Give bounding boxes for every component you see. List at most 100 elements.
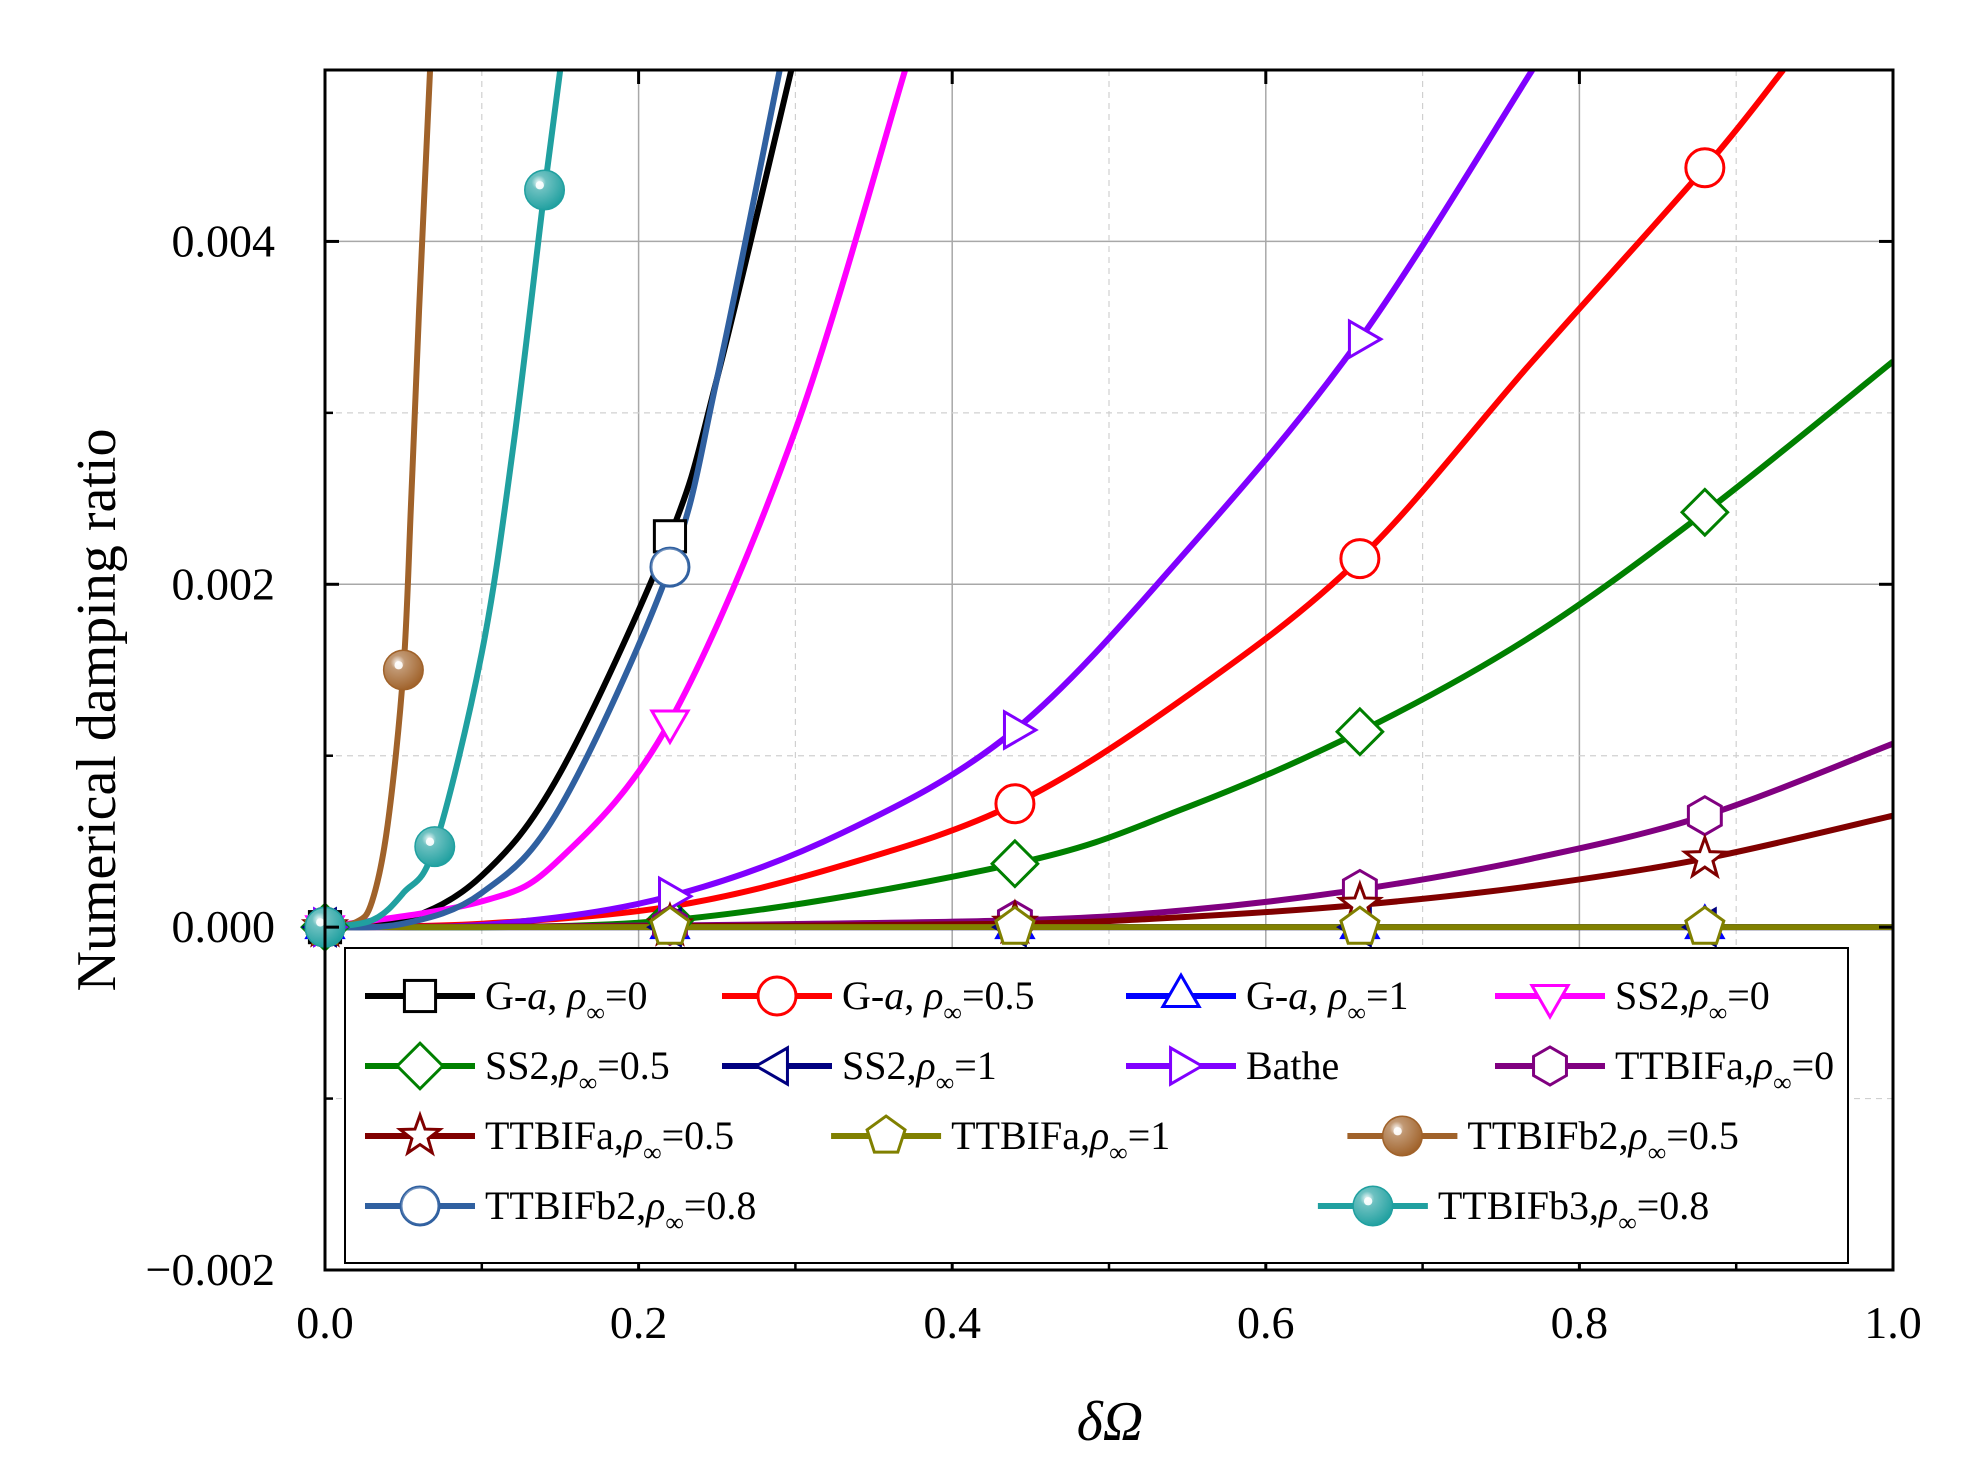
legend-label-part: ∞ [643,1138,662,1167]
legend-label: TTBIFa,ρ∞=0.5 [485,1113,734,1167]
legend-item-10: TTBIFb2,ρ∞=0.5 [1347,1113,1739,1167]
legend-label-part: TTBIFb2, [1467,1113,1628,1158]
legend-marker-shine [1353,1187,1392,1225]
legend-label-part: TTBIFb2, [485,1183,646,1228]
legend-label-part: =0.5 [597,1043,670,1088]
legend-item-1: G-a, ρ∞=0.5 [722,973,1035,1027]
legend-label-part: ρ [565,973,586,1018]
legend-item-3: SS2,ρ∞=0 [1495,973,1770,1027]
series-markers-11 [304,546,691,948]
y-tick-label: 0.002 [172,558,276,609]
x-tick-label: 0.2 [610,1297,668,1348]
legend-marker-highlight [411,1197,420,1206]
series-line-11 [325,70,783,931]
y-tick-label: −0.002 [146,1244,275,1295]
legend-label-part: a [527,973,547,1018]
legend-label-part: ρ [1688,973,1709,1018]
legend-label: SS2,ρ∞=1 [842,1043,997,1097]
legend-label-part: ρ [922,973,943,1018]
legend-label-part: =0.5 [962,973,1035,1018]
legend-label-part: ∞ [1347,998,1366,1027]
legend-item-6: Bathe [1126,1043,1339,1088]
legend-item-8: TTBIFa,ρ∞=0.5 [365,1110,734,1167]
legend-label: SS2,ρ∞=0.5 [485,1043,670,1097]
data-point-1-2 [1339,538,1381,580]
legend-marker [1529,984,1571,1020]
data-point-4-4 [1679,487,1730,538]
legend-label-part: ∞ [665,1208,684,1237]
x-tick-label: 0.8 [1551,1297,1609,1348]
data-point-9-1 [649,905,691,945]
x-tick-label: 1.0 [1864,1297,1922,1348]
legend-marker [1352,1185,1394,1227]
legend-label-part: ∞ [1109,1138,1128,1167]
legend-label-part: Bathe [1246,1043,1339,1088]
legend-label-part: TTBIFa, [951,1113,1090,1158]
x-tick-label: 0.4 [923,1297,981,1348]
y-axis-title: Numerical damping ratio [66,429,128,992]
legend-item-0: G-a, ρ∞=0 [365,973,648,1027]
legend-box [344,947,1849,1264]
series-markers-10 [304,649,424,948]
legend-marker [1169,1045,1205,1087]
legend-marker [399,1185,441,1227]
legend-label-part: =1 [1366,973,1409,1018]
legend-label-part: , [547,973,567,1018]
series-markers [300,147,1730,953]
data-point-12-2-highlight [535,181,544,190]
series-line-10 [325,70,434,931]
legend-label: G-a, ρ∞=0.5 [842,973,1035,1027]
data-point-4-2 [989,838,1040,889]
legend-label-part: =0.5 [1666,1113,1739,1158]
legend-label-part: G- [485,973,527,1018]
data-point-6-3 [1347,318,1384,360]
legend-marker [1160,972,1202,1008]
legend-marker [395,1110,445,1157]
legend-label: TTBIFb2,ρ∞=0.8 [485,1183,756,1237]
data-point-10-1-shine [384,651,423,689]
legend-marker-shine [1383,1117,1422,1155]
legend-item-2: G-a, ρ∞=1 [1126,972,1409,1027]
legend-marker-shine [401,1187,439,1225]
legend-label-part: ρ [644,1183,665,1228]
legend-label-part: ρ [558,1043,579,1088]
legend-label: G-a, ρ∞=0 [485,973,648,1027]
legend-label-part: =0.8 [1637,1183,1710,1228]
legend: G-a, ρ∞=0 G-a, ρ∞=0.5 G-a, ρ∞=1 SS2,ρ∞=0SS2… [344,947,1849,1264]
x-tick-label: 0.0 [296,1297,354,1348]
data-point-11-1-shine [650,548,689,587]
data-point-9-3 [1339,905,1381,945]
legend-label-part: TTBIFb3, [1438,1183,1599,1228]
legend-label-part: G- [842,973,884,1018]
axes: 0.0 0.2 0.4 0.6 0.8 1.0 −0.002 0.000 0.002 0.004 [146,68,1922,1348]
legend-item-9: TTBIFa,ρ∞=1 [831,1113,1170,1167]
data-point-7-4 [1686,794,1723,837]
legend-label-part: =0.8 [684,1183,757,1228]
data-point-11-1-highlight [661,558,670,567]
data-point-12-2-shine [525,171,564,209]
legend-label-part: ρ [1752,1043,1773,1088]
legend-marker-highlight [1393,1127,1402,1136]
legend-label: TTBIFa,ρ∞=0 [1615,1043,1834,1097]
data-point-12-1 [414,826,456,868]
legend-label-part: =0 [1792,1043,1835,1088]
data-point-10-1-highlight [394,661,403,670]
legend-label-part: ρ [1597,1183,1618,1228]
legend-label: TTBIFb2,ρ∞=0.5 [1467,1113,1738,1167]
legend-label-part: ρ [1627,1113,1648,1158]
y-tick-label: 0.004 [172,215,276,266]
data-point-1-1 [994,783,1036,825]
legend-label-part: ∞ [1648,1138,1667,1167]
series-markers-6 [313,318,1384,948]
legend-label-part: a [884,973,904,1018]
data-point-12-1-shine [415,827,454,866]
data-point-11-1 [649,546,691,588]
series-line-12 [325,70,564,931]
legend-marker [753,1045,789,1087]
legend-label-part: ∞ [1773,1068,1792,1097]
legend-item-4: SS2,ρ∞=0.5 [365,1041,670,1097]
legend-marker [865,1114,907,1154]
legend-label-part: TTBIFa, [1615,1043,1754,1088]
legend-label-part: =1 [954,1043,997,1088]
legend-item-11: TTBIFb2,ρ∞=0.8 [365,1183,756,1237]
